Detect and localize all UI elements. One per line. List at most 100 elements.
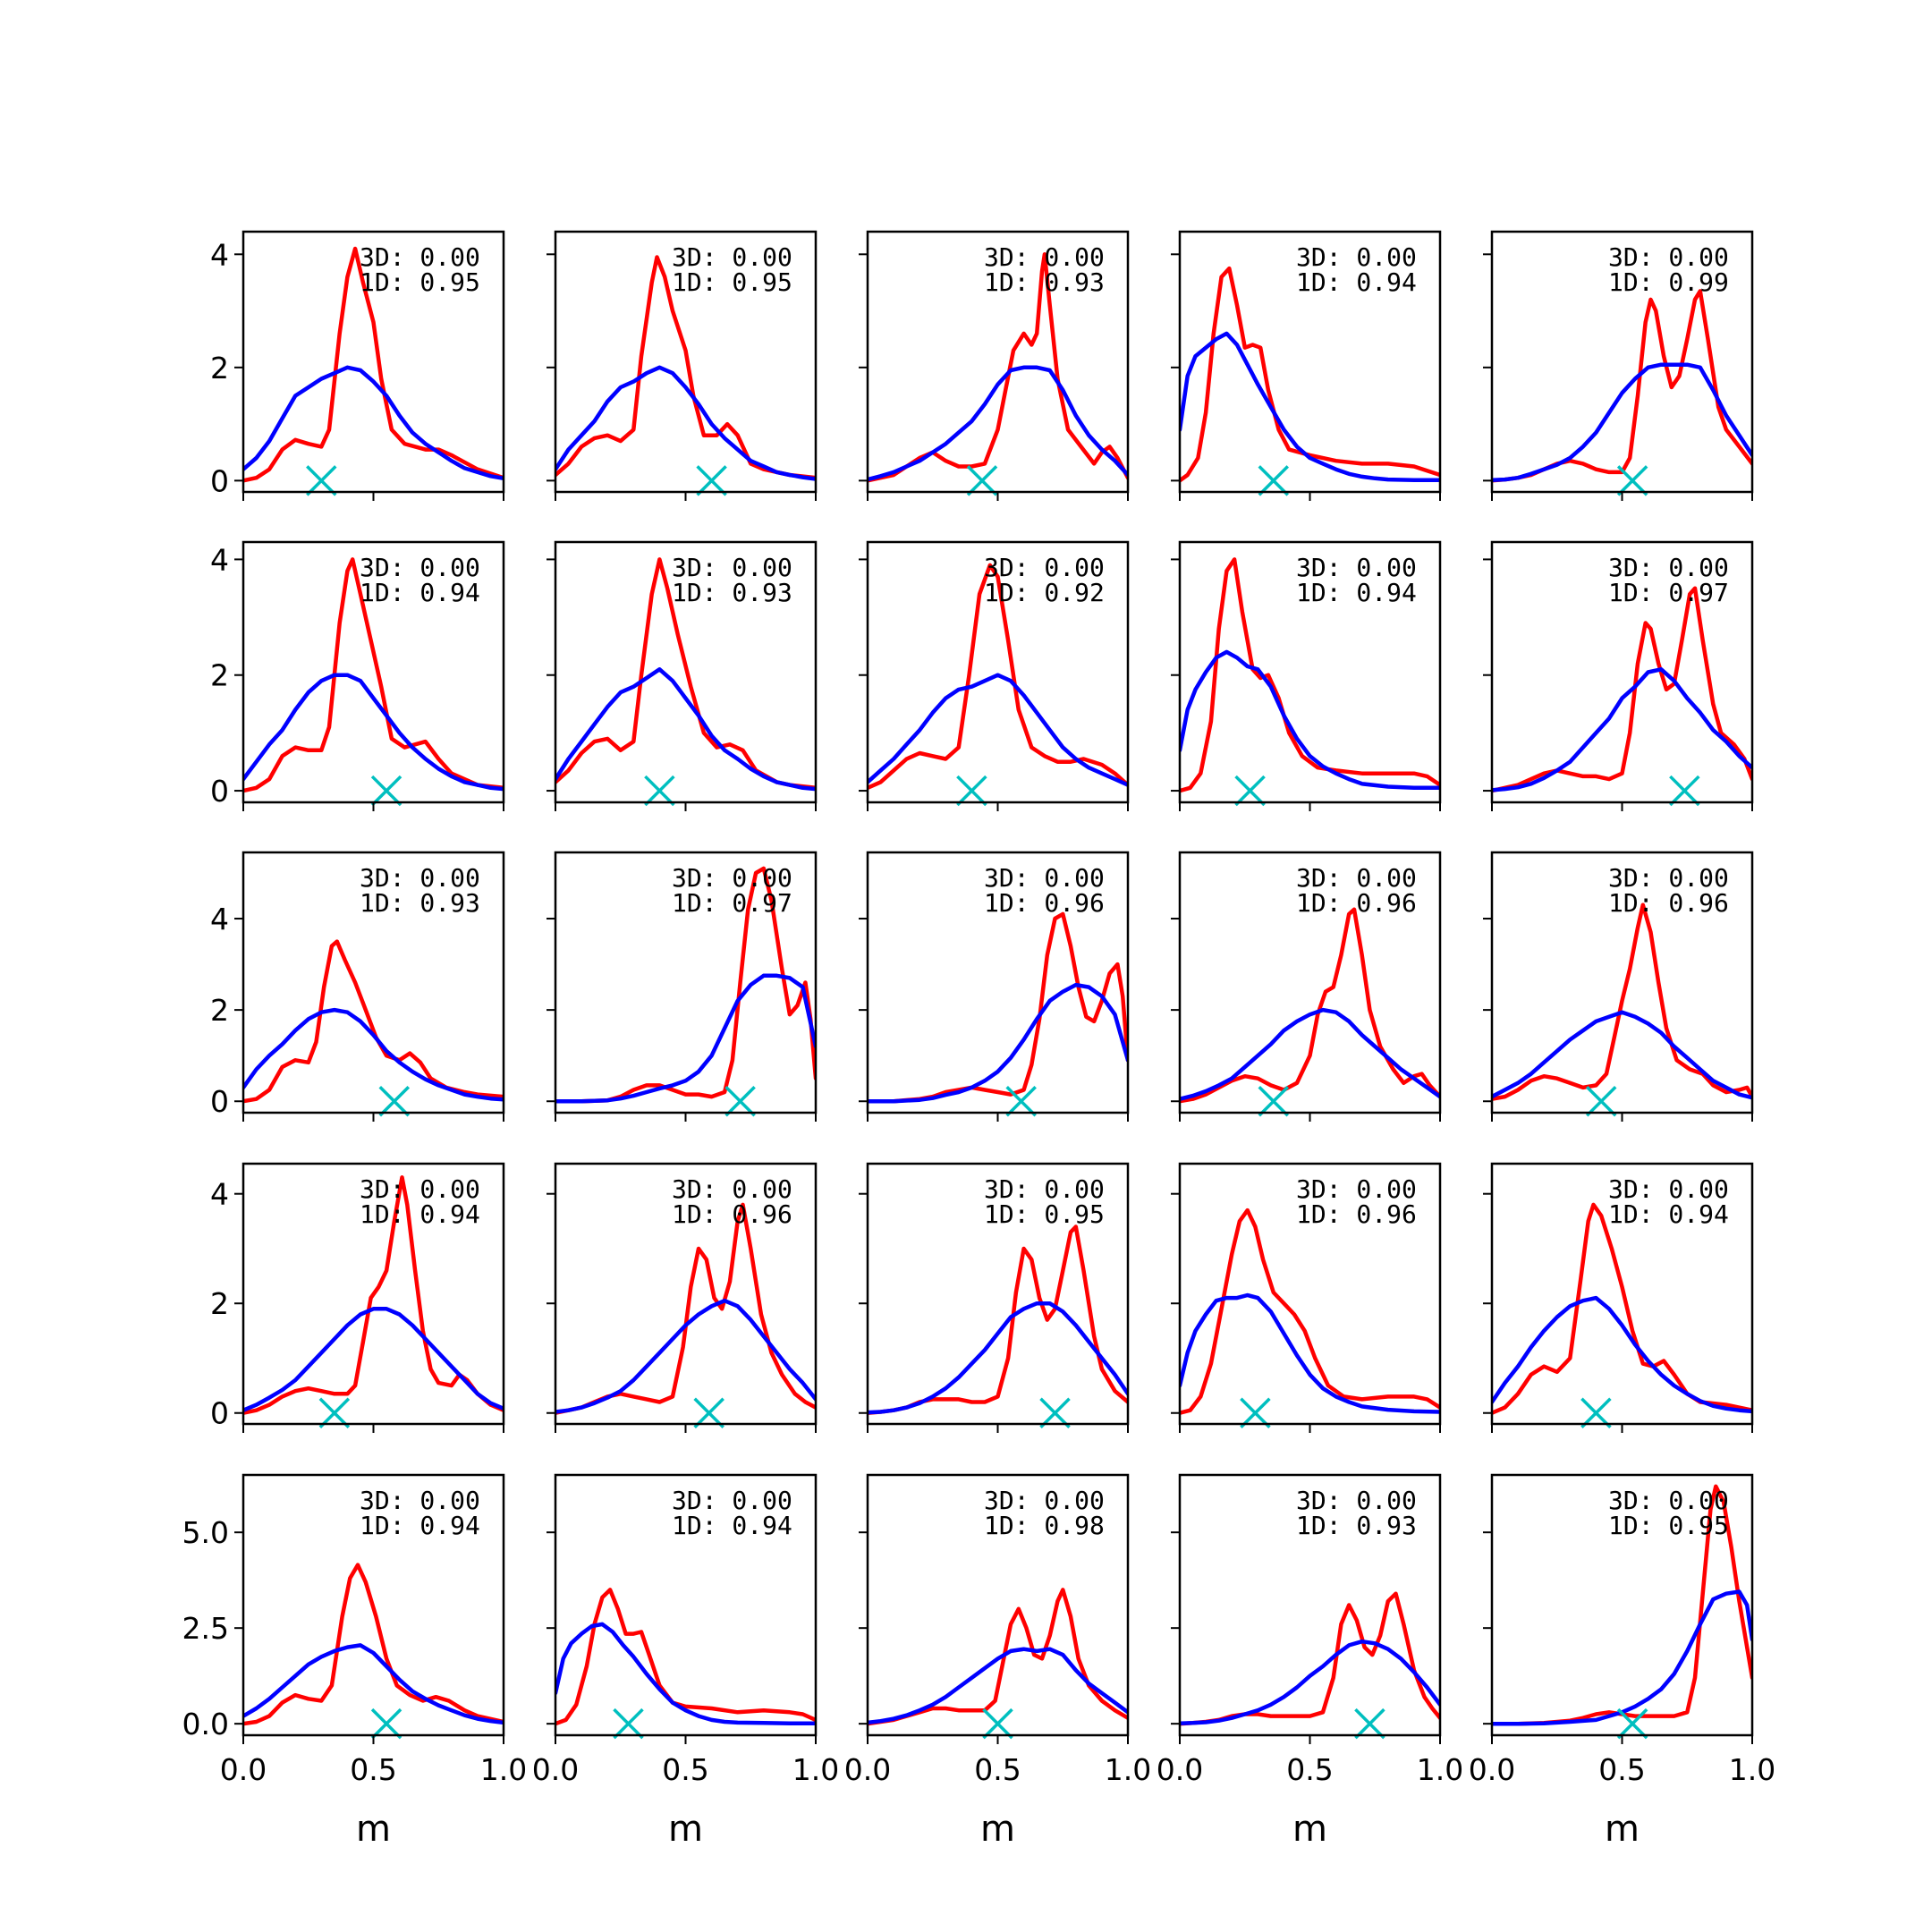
annotation-1d: 1D: 0.94 xyxy=(360,578,480,607)
marker-x xyxy=(1354,1707,1385,1740)
marker-x xyxy=(1616,1707,1648,1740)
series-red-line xyxy=(555,255,816,480)
x-tick-label: 0.5 xyxy=(350,1752,396,1787)
annotation-3d: 3D: 0.00 xyxy=(1608,553,1729,582)
series-red-line xyxy=(1180,907,1440,1104)
marker-x xyxy=(693,1397,724,1428)
y-tick-label: 0 xyxy=(210,1396,229,1431)
annotation-1d: 1D: 0.92 xyxy=(984,578,1105,607)
series-blue-line xyxy=(868,982,1128,1104)
series-red-line xyxy=(1180,266,1440,483)
annotation-3d: 3D: 0.00 xyxy=(1296,863,1417,893)
series-red-line xyxy=(1180,557,1440,793)
series-blue-line xyxy=(243,1643,504,1725)
series-red-line xyxy=(243,1563,504,1726)
annotation-3d: 3D: 0.00 xyxy=(1608,1174,1729,1204)
annotation-3d: 3D: 0.00 xyxy=(1608,863,1729,893)
x-tick-label: 0.0 xyxy=(1157,1752,1203,1787)
x-tick-label: 0.5 xyxy=(1598,1752,1645,1787)
x-tick-label: 0.0 xyxy=(532,1752,579,1787)
marker-x xyxy=(696,465,727,496)
marker-x xyxy=(1234,775,1266,807)
annotation-3d: 3D: 0.00 xyxy=(1608,1486,1729,1515)
annotation-1d: 1D: 0.93 xyxy=(672,578,792,607)
y-tick-label: 2 xyxy=(210,658,229,693)
annotation-1d: 1D: 0.95 xyxy=(1608,1511,1729,1540)
annotation-1d: 1D: 0.99 xyxy=(1608,267,1729,297)
series-blue-line xyxy=(243,1007,504,1102)
marker-x xyxy=(613,1707,644,1740)
annotation-1d: 1D: 0.94 xyxy=(1296,578,1417,607)
annotation-3d: 3D: 0.00 xyxy=(1608,242,1729,272)
marker-x xyxy=(1240,1397,1271,1428)
annotation-3d: 3D: 0.00 xyxy=(984,863,1105,893)
annotation-3d: 3D: 0.00 xyxy=(360,553,480,582)
annotation-3d: 3D: 0.00 xyxy=(360,242,480,272)
plot-area xyxy=(243,852,504,1113)
series-blue-line xyxy=(868,365,1128,482)
series-blue-line xyxy=(1492,1295,1752,1414)
annotation-3d: 3D: 0.00 xyxy=(672,1486,792,1515)
plot-area xyxy=(243,542,504,802)
marker-x xyxy=(1616,465,1648,496)
series-blue-line xyxy=(1180,1292,1440,1414)
annotation-3d: 3D: 0.00 xyxy=(1296,1486,1417,1515)
series-red-line xyxy=(243,557,504,793)
annotation-3d: 3D: 0.00 xyxy=(360,1486,480,1515)
marker-x xyxy=(956,775,987,807)
annotation-1d: 1D: 0.93 xyxy=(360,888,480,918)
y-tick-label: 5.0 xyxy=(182,1515,229,1550)
x-tick-label: 0.0 xyxy=(1469,1752,1515,1787)
plot-area xyxy=(1180,852,1440,1113)
series-red-line xyxy=(1492,1484,1752,1726)
annotation-1d: 1D: 0.93 xyxy=(984,267,1105,297)
x-axis-label: m xyxy=(356,1809,391,1850)
annotation-1d: 1D: 0.96 xyxy=(1608,888,1729,918)
marker-x xyxy=(370,775,402,807)
x-tick-label: 0.0 xyxy=(220,1752,267,1787)
annotation-1d: 1D: 0.97 xyxy=(672,888,792,918)
series-blue-line xyxy=(1180,649,1440,791)
x-axis-label: m xyxy=(1292,1809,1327,1850)
y-tick-label: 2 xyxy=(210,993,229,1028)
series-blue-line xyxy=(555,1298,816,1414)
marker-x xyxy=(1005,1085,1037,1117)
marker-x xyxy=(1039,1397,1071,1428)
annotation-1d: 1D: 0.94 xyxy=(360,1199,480,1229)
annotation-1d: 1D: 0.96 xyxy=(1296,888,1417,918)
x-tick-label: 1.0 xyxy=(1417,1752,1463,1787)
y-tick-label: 2.5 xyxy=(182,1611,229,1646)
annotation-1d: 1D: 0.98 xyxy=(984,1511,1105,1540)
series-blue-line xyxy=(555,1622,816,1725)
marker-x xyxy=(306,465,337,496)
y-tick-label: 0 xyxy=(210,463,229,498)
y-tick-label: 0 xyxy=(210,1084,229,1119)
x-axis-label: m xyxy=(980,1809,1015,1850)
marker-x xyxy=(644,775,675,807)
series-blue-line xyxy=(1492,667,1752,792)
marker-x xyxy=(1258,1085,1289,1117)
series-red-line xyxy=(243,939,504,1104)
marker-x xyxy=(966,465,998,496)
annotation-1d: 1D: 0.97 xyxy=(1608,578,1729,607)
series-red-line xyxy=(555,557,816,791)
x-tick-label: 0.5 xyxy=(662,1752,708,1787)
series-blue-line xyxy=(1180,1639,1440,1725)
marker-x xyxy=(318,1397,351,1428)
series-blue-line xyxy=(868,1647,1128,1725)
annotation-3d: 3D: 0.00 xyxy=(672,1174,792,1204)
annotation-1d: 1D: 0.94 xyxy=(1296,267,1417,297)
marker-x xyxy=(724,1085,756,1117)
y-tick-label: 4 xyxy=(210,542,229,577)
series-blue-line xyxy=(555,365,816,481)
annotation-1d: 1D: 0.96 xyxy=(672,1199,792,1229)
y-tick-label: 4 xyxy=(210,1177,229,1212)
annotation-1d: 1D: 0.94 xyxy=(360,1511,480,1540)
annotation-1d: 1D: 0.95 xyxy=(672,267,792,297)
annotation-1d: 1D: 0.94 xyxy=(1608,1199,1729,1229)
series-red-line xyxy=(555,866,816,1104)
annotation-1d: 1D: 0.96 xyxy=(984,888,1105,918)
y-tick-label: 4 xyxy=(210,902,229,936)
y-tick-label: 2 xyxy=(210,1286,229,1321)
